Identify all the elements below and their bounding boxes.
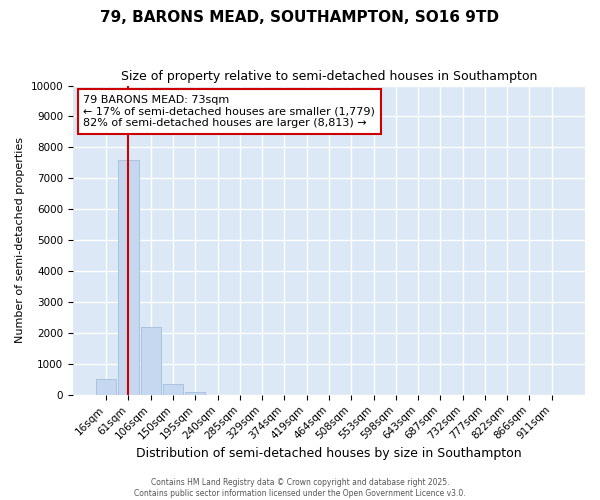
Title: Size of property relative to semi-detached houses in Southampton: Size of property relative to semi-detach… [121,70,537,83]
Bar [185,392,205,395]
Bar [163,384,183,395]
Text: 79 BARONS MEAD: 73sqm
← 17% of semi-detached houses are smaller (1,779)
82% of s: 79 BARONS MEAD: 73sqm ← 17% of semi-deta… [83,95,375,128]
Bar [141,327,161,395]
Text: 79, BARONS MEAD, SOUTHAMPTON, SO16 9TD: 79, BARONS MEAD, SOUTHAMPTON, SO16 9TD [101,10,499,25]
Bar [96,380,116,395]
Text: Contains HM Land Registry data © Crown copyright and database right 2025.
Contai: Contains HM Land Registry data © Crown c… [134,478,466,498]
Y-axis label: Number of semi-detached properties: Number of semi-detached properties [15,137,25,343]
X-axis label: Distribution of semi-detached houses by size in Southampton: Distribution of semi-detached houses by … [136,447,522,460]
Bar [118,160,139,395]
